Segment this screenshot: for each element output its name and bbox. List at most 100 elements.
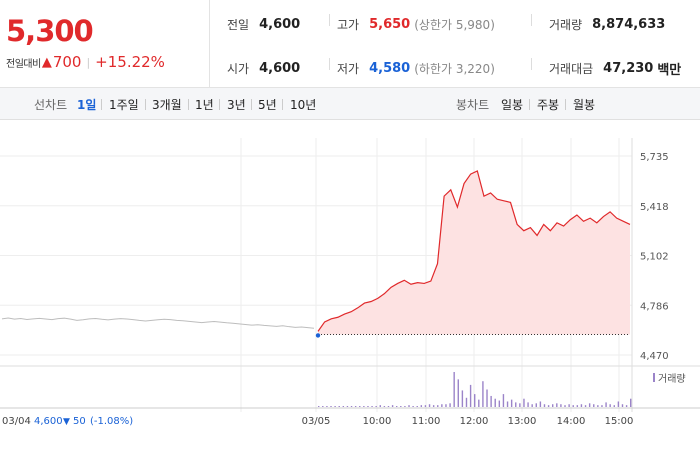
x-tick-label: 11:00 [412, 416, 441, 427]
tab-divider [565, 99, 566, 110]
volume-bar [330, 406, 332, 407]
change-percent: +15.22% [95, 53, 165, 71]
volume-bar [346, 406, 349, 407]
volume-bar [424, 405, 427, 407]
volume-bar [412, 406, 414, 407]
prev-day-series [1, 317, 315, 329]
volume-bar [474, 394, 476, 407]
volume-bar [630, 398, 632, 407]
tab-divider [282, 99, 283, 110]
tab-weekly-candle[interactable]: 주봉 [537, 98, 560, 112]
stat-label: 거래대금 [549, 61, 594, 76]
volume-bar [621, 404, 624, 407]
price-line [317, 170, 631, 332]
volume-bar [359, 406, 361, 407]
volume-bar [338, 406, 340, 407]
volume-bar [597, 405, 599, 407]
stats-panel: 전일 4,600 고가 5,650 (상한가 5,980) 거래량 8,874,… [211, 0, 700, 88]
stat-volume: 거래량 8,874,633 [549, 14, 665, 34]
y-tick-label: 5,102 [640, 252, 669, 263]
y-axis: 5,735 5,418 5,102 4,786 4,470 [640, 152, 669, 362]
stat-prev-close: 전일 4,600 [227, 14, 300, 34]
volume-bar [568, 404, 570, 407]
tab-1w[interactable]: 1주일 [109, 98, 139, 112]
volume-bar [478, 399, 480, 407]
down-triangle-icon: ▼ [63, 417, 70, 427]
volume-bar [593, 404, 595, 407]
volume-bar [453, 372, 455, 407]
volume-bar [396, 406, 398, 407]
volume-bar [564, 405, 566, 407]
stat-label: 시가 [227, 61, 250, 76]
volume-bar [494, 398, 496, 407]
volume-bar [613, 405, 615, 407]
stat-label: 전일 [227, 17, 250, 32]
volume-bar [515, 402, 517, 407]
tab-1y[interactable]: 1년 [195, 98, 214, 112]
volume-bar [609, 404, 611, 407]
tab-monthly-candle[interactable]: 월봉 [573, 98, 596, 112]
y-tick-label: 5,735 [640, 152, 669, 163]
volume-bar [576, 405, 579, 407]
volume-bar [625, 405, 628, 407]
stat-low: 저가 4,580 (하한가 3,220) [337, 58, 495, 78]
volume-bar [322, 406, 324, 407]
volume-bar [367, 406, 369, 407]
tab-divider [145, 99, 146, 110]
y-tick-label: 5,418 [640, 202, 669, 213]
chart-canvas: 5,735 5,418 5,102 4,786 4,470 거래량 03/05 10:00… [0, 138, 700, 427]
prev-day-close: 4,600 [34, 416, 63, 427]
volume-bar [350, 406, 353, 407]
tab-3m[interactable]: 3개월 [152, 98, 182, 112]
tab-daily-candle[interactable]: 일봉 [501, 98, 524, 112]
volume-bar [387, 406, 390, 407]
tab-divider [251, 99, 252, 110]
volume-bar [416, 406, 418, 407]
lower-limit: (하한가 3,220) [414, 61, 495, 76]
volume-bar [531, 404, 533, 407]
volume-bar [519, 403, 521, 407]
volume-bar [334, 406, 336, 407]
volume-bar [469, 384, 472, 407]
volume-bar [457, 379, 459, 407]
tab-10y[interactable]: 10년 [290, 98, 317, 112]
volume-bar [580, 404, 583, 407]
candle-chart-label: 봉차트 [456, 98, 490, 112]
volume-legend-label: 거래량 [658, 373, 686, 385]
change-label: 전일대비 [6, 58, 41, 70]
volume-bar [601, 405, 603, 407]
volume-bar [342, 406, 345, 407]
tab-5y[interactable]: 5년 [258, 98, 277, 112]
volume-bar [445, 404, 447, 407]
intraday-chart: 5,735 5,418 5,102 4,786 4,470 거래량 03/05 10:00… [0, 120, 700, 450]
x-tick-label: 14:00 [557, 416, 586, 427]
volume-bar [556, 403, 558, 407]
volume-bar [375, 406, 377, 407]
stat-label: 거래량 [549, 17, 583, 32]
stat-divider [531, 14, 532, 26]
quote-header: 5,300 전일대비 ▲ 700 | +15.22% 전일 4,600 고가 5… [0, 0, 700, 88]
stat-amount: 거래대금 47,230 백만 [549, 58, 681, 78]
tab-1d[interactable]: 1일 [77, 98, 97, 112]
tab-3y[interactable]: 3년 [227, 98, 246, 112]
volume-bar [527, 402, 529, 407]
volume-bar [560, 404, 562, 407]
volume-bar [379, 405, 381, 407]
upper-limit: (상한가 5,980) [414, 17, 495, 32]
volume-panel: 거래량 [318, 372, 686, 407]
volume-bar [490, 395, 492, 407]
prev-day-date: 03/04 [2, 416, 31, 427]
x-tick-label: 03/05 [302, 416, 331, 427]
chart-tabbar: 선차트 1일 1주일 3개월 1년 3년 5년 10년 봉차트 일봉 주봉 월봉 [0, 88, 700, 120]
volume-bar [552, 404, 554, 407]
volume-bar [465, 397, 468, 407]
change-amount: 700 [52, 53, 82, 71]
tab-divider [219, 99, 220, 110]
volume-bar [437, 405, 439, 407]
volume-bar [354, 406, 357, 407]
stat-value: 5,650 [369, 16, 411, 32]
volume-bar [408, 405, 410, 407]
tab-divider [101, 99, 102, 110]
today-series [315, 170, 631, 338]
volume-bar [588, 403, 591, 407]
